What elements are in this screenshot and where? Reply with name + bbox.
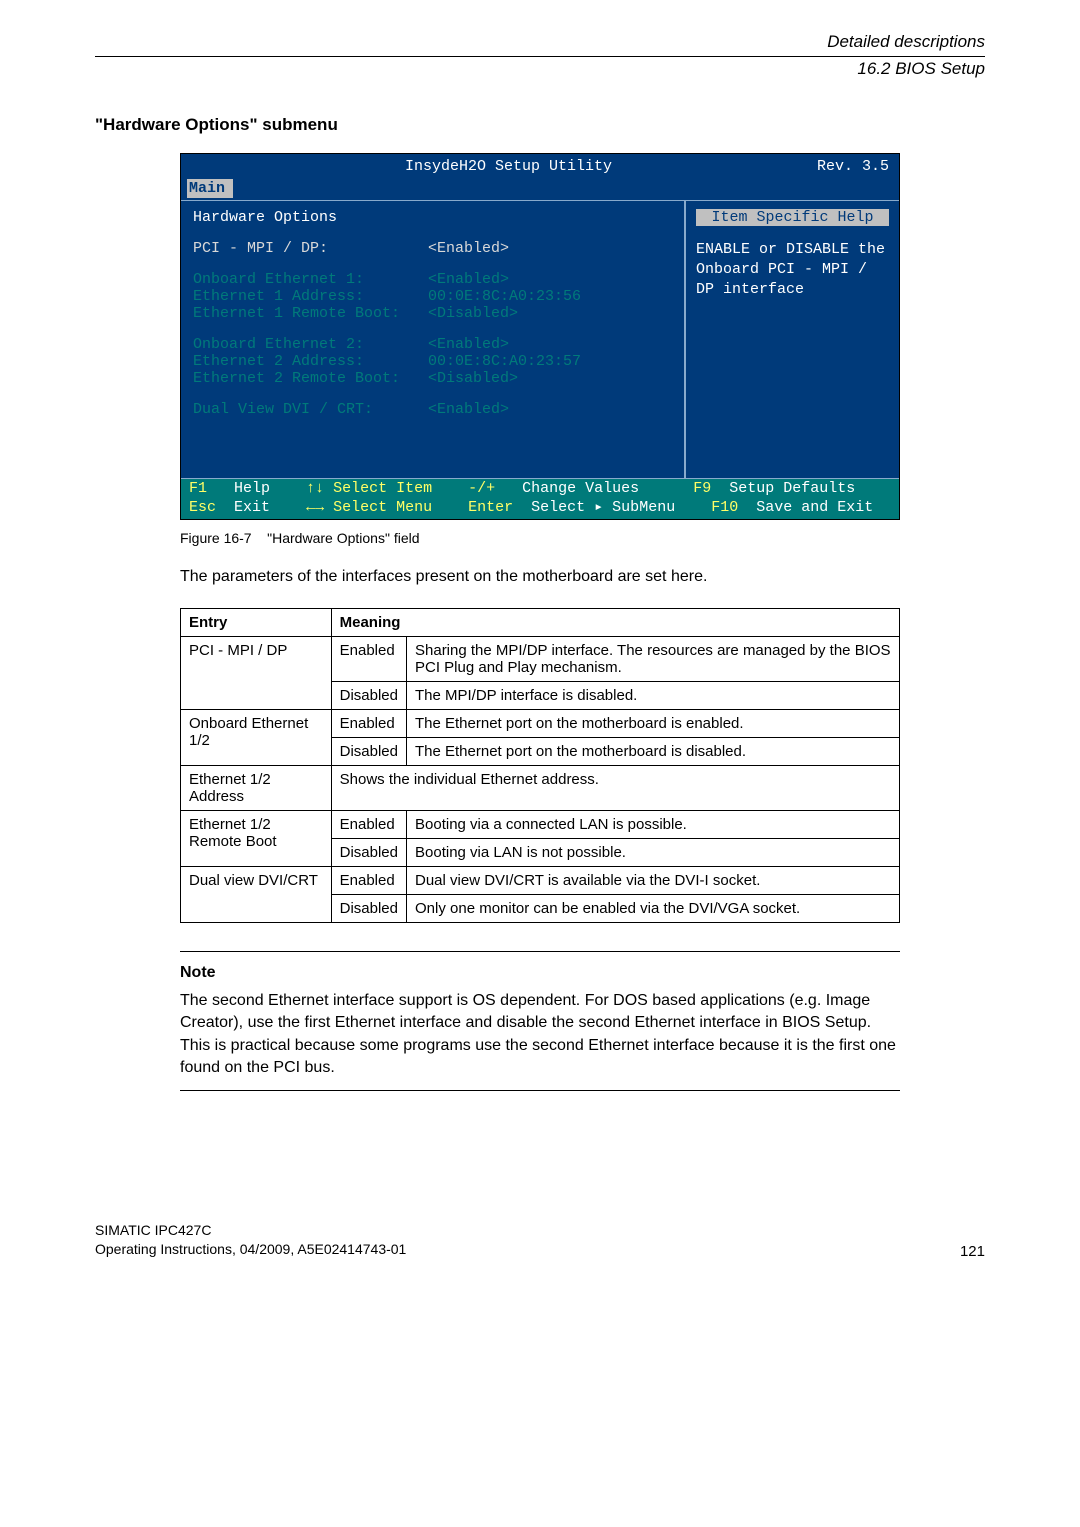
page-header: Detailed descriptions 16.2 BIOS Setup bbox=[95, 30, 985, 81]
bios-footer: F1 Help ↑↓ Select Item -/+ Change Values… bbox=[181, 479, 899, 519]
fkey-defaults: Setup Defaults bbox=[729, 480, 855, 497]
col-entry: Entry bbox=[181, 608, 332, 636]
fkey-submenu: Select ▸ SubMenu bbox=[531, 499, 675, 516]
fkey-change: Change Values bbox=[522, 480, 639, 497]
fkey-select-menu: ←→ Select Menu bbox=[306, 499, 432, 516]
fkey-f1: F1 bbox=[189, 480, 207, 497]
params-table: Entry Meaning PCI - MPI / DP Enabled Sha… bbox=[180, 608, 900, 923]
figure-label: Figure 16-7 bbox=[180, 530, 252, 546]
note-heading: Note bbox=[180, 962, 900, 984]
fkey-exit: Exit bbox=[234, 499, 270, 516]
bios-field-value: <Disabled> bbox=[428, 370, 518, 387]
fkey-f9: F9 bbox=[693, 480, 711, 497]
doc-footer-line1: SIMATIC IPC427C bbox=[95, 1221, 406, 1241]
bios-heading: Hardware Options bbox=[193, 209, 672, 226]
bios-field-label: Onboard Ethernet 1: bbox=[193, 271, 428, 288]
bios-field-value: 00:0E:8C:A0:23:56 bbox=[428, 288, 581, 305]
bios-rev: Rev. 3.5 bbox=[817, 158, 889, 175]
fkey-help: Help bbox=[234, 480, 270, 497]
bios-field-value: 00:0E:8C:A0:23:57 bbox=[428, 353, 581, 370]
bios-field-value: <Enabled> bbox=[428, 336, 509, 353]
doc-footer: SIMATIC IPC427C Operating Instructions, … bbox=[95, 1221, 406, 1260]
table-row: Dual view DVI/CRT Enabled Dual view DVI/… bbox=[181, 866, 900, 894]
bios-field-label: Ethernet 1 Remote Boot: bbox=[193, 305, 428, 322]
header-line2: 16.2 BIOS Setup bbox=[95, 57, 985, 81]
bios-field-label: Onboard Ethernet 2: bbox=[193, 336, 428, 353]
bios-field-label: Dual View DVI / CRT: bbox=[193, 401, 428, 418]
table-row: Ethernet 1/2 Address Shows the individua… bbox=[181, 765, 900, 810]
doc-footer-line2: Operating Instructions, 04/2009, A5E0241… bbox=[95, 1240, 406, 1260]
col-meaning: Meaning bbox=[331, 608, 899, 636]
fkey-enter: Enter bbox=[468, 499, 513, 516]
fkey-f10: F10 bbox=[711, 499, 738, 516]
figure-caption: "Hardware Options" field bbox=[267, 530, 419, 546]
bios-field-label: Ethernet 2 Remote Boot: bbox=[193, 370, 428, 387]
bios-field-value: <Enabled> bbox=[428, 240, 509, 257]
fkey-esc: Esc bbox=[189, 499, 216, 516]
note-body: The second Ethernet interface support is… bbox=[180, 990, 900, 1080]
intro-text: The parameters of the interfaces present… bbox=[180, 568, 900, 586]
fkey-save: Save and Exit bbox=[756, 499, 873, 516]
bios-field-value: <Disabled> bbox=[428, 305, 518, 322]
table-row: PCI - MPI / DP Enabled Sharing the MPI/D… bbox=[181, 636, 900, 681]
bios-title: InsydeH2O Setup Utility bbox=[405, 158, 612, 175]
bios-screenshot: . InsydeH2O Setup Utility Rev. 3.5 Main … bbox=[180, 153, 900, 520]
table-row: Ethernet 1/2 Remote Boot Enabled Booting… bbox=[181, 810, 900, 838]
bios-help-body: ENABLE or DISABLE the Onboard PCI - MPI … bbox=[696, 240, 889, 301]
bios-field-value: <Enabled> bbox=[428, 271, 509, 288]
bios-field-label: Ethernet 1 Address: bbox=[193, 288, 428, 305]
bios-field-label: Ethernet 2 Address: bbox=[193, 353, 428, 370]
fkey-plusminus: -/+ bbox=[468, 480, 495, 497]
header-line1: Detailed descriptions bbox=[95, 30, 985, 54]
fkey-select-item: ↑↓ Select Item bbox=[306, 480, 432, 497]
bios-tab-main: Main bbox=[187, 179, 233, 198]
bios-field-label: PCI - MPI / DP: bbox=[193, 240, 428, 257]
table-row: Onboard Ethernet 1/2 Enabled The Etherne… bbox=[181, 709, 900, 737]
bios-field-value: <Enabled> bbox=[428, 401, 509, 418]
bios-help-title: Item Specific Help bbox=[696, 209, 889, 226]
section-title: "Hardware Options" submenu bbox=[95, 115, 985, 135]
page-number: 121 bbox=[960, 1243, 985, 1260]
